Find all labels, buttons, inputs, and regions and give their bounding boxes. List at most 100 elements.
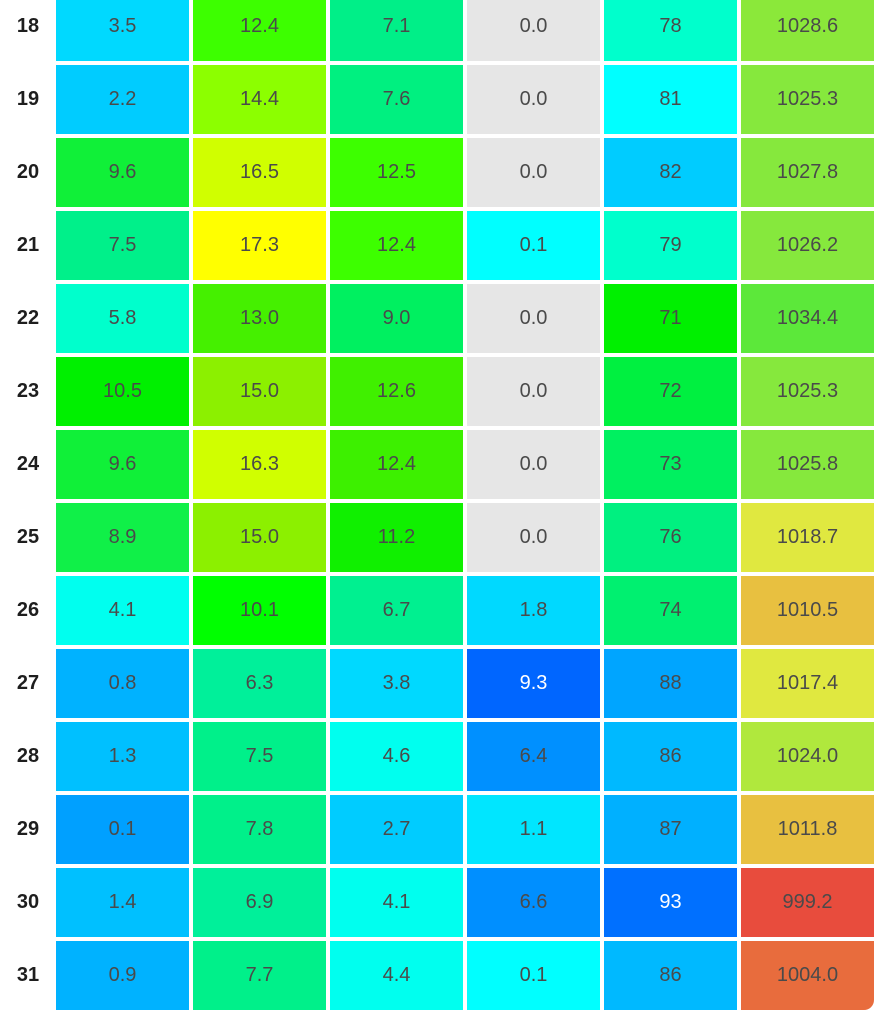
table-cell: 2.7 xyxy=(330,795,463,864)
table-cell: 9.0 xyxy=(330,284,463,353)
table-cell: 0.0 xyxy=(467,65,600,134)
table-row: 22 5.8 13.0 9.0 0.0 71 1034.4 xyxy=(0,284,888,357)
table-cell: 6.6 xyxy=(467,868,600,937)
table-cell: 7.8 xyxy=(193,795,326,864)
table-row: 19 2.2 14.4 7.6 0.0 81 1025.3 xyxy=(0,65,888,138)
table-cell: 72 xyxy=(604,357,737,426)
table-row: 30 1.4 6.9 4.1 6.6 93 999.2 xyxy=(0,868,888,941)
table-cell: 1.8 xyxy=(467,576,600,645)
table-cell: 10.5 xyxy=(56,357,189,426)
table-cell: 7.5 xyxy=(56,211,189,280)
table-cell: 86 xyxy=(604,722,737,791)
table-row: 23 10.5 15.0 12.6 0.0 72 1025.3 xyxy=(0,357,888,430)
table-cell: 81 xyxy=(604,65,737,134)
table-cell: 1034.4 xyxy=(741,284,874,353)
table-cell: 7.7 xyxy=(193,941,326,1010)
table-cell: 0.0 xyxy=(467,430,600,499)
table-cell: 1024.0 xyxy=(741,722,874,791)
table-cell: 3.5 xyxy=(56,0,189,61)
table-cell: 9.6 xyxy=(56,430,189,499)
table-row: 20 9.6 16.5 12.5 0.0 82 1027.8 xyxy=(0,138,888,211)
table-cell: 3.8 xyxy=(330,649,463,718)
table-cell: 12.4 xyxy=(330,211,463,280)
table-cell: 7.5 xyxy=(193,722,326,791)
row-day-label: 20 xyxy=(16,161,40,183)
table-row: 28 1.3 7.5 4.6 6.4 86 1024.0 xyxy=(0,722,888,795)
table-cell: 2.2 xyxy=(56,65,189,134)
table-cell: 1025.3 xyxy=(741,357,874,426)
table-cell: 17.3 xyxy=(193,211,326,280)
table-cell: 14.4 xyxy=(193,65,326,134)
table-cell: 93 xyxy=(604,868,737,937)
table-row: 21 7.5 17.3 12.4 0.1 79 1026.2 xyxy=(0,211,888,284)
table-cell: 8.9 xyxy=(56,503,189,572)
table-cell: 0.8 xyxy=(56,649,189,718)
table-cell: 0.1 xyxy=(467,211,600,280)
table-cell: 7.1 xyxy=(330,0,463,61)
table-cell: 16.5 xyxy=(193,138,326,207)
table-cell: 5.8 xyxy=(56,284,189,353)
row-day-label: 18 xyxy=(16,15,40,37)
table-cell: 71 xyxy=(604,284,737,353)
table-cell: 79 xyxy=(604,211,737,280)
table-cell: 82 xyxy=(604,138,737,207)
table-row: 26 4.1 10.1 6.7 1.8 74 1010.5 xyxy=(0,576,888,649)
table-cell: 1011.8 xyxy=(741,795,874,864)
table-cell: 88 xyxy=(604,649,737,718)
table-cell: 16.3 xyxy=(193,430,326,499)
row-day-label: 29 xyxy=(16,818,40,840)
table-cell: 999.2 xyxy=(741,868,874,937)
table-cell: 9.3 xyxy=(467,649,600,718)
table-cell: 12.4 xyxy=(330,430,463,499)
table-cell: 1018.7 xyxy=(741,503,874,572)
table-cell: 1004.0 xyxy=(741,941,874,1010)
table-cell: 0.0 xyxy=(467,503,600,572)
table-cell: 0.0 xyxy=(467,138,600,207)
table-cell: 1.1 xyxy=(467,795,600,864)
row-day-label: 25 xyxy=(16,526,40,548)
table-cell: 0.0 xyxy=(467,357,600,426)
table-cell: 10.1 xyxy=(193,576,326,645)
table-cell: 1028.6 xyxy=(741,0,874,61)
table-cell: 13.0 xyxy=(193,284,326,353)
table-cell: 12.4 xyxy=(193,0,326,61)
table-cell: 86 xyxy=(604,941,737,1010)
table-cell: 1017.4 xyxy=(741,649,874,718)
table-cell: 7.6 xyxy=(330,65,463,134)
row-day-label: 24 xyxy=(16,453,40,475)
table-cell: 6.7 xyxy=(330,576,463,645)
table-cell: 6.4 xyxy=(467,722,600,791)
row-day-label: 21 xyxy=(16,234,40,256)
table-cell: 1026.2 xyxy=(741,211,874,280)
table-cell: 4.6 xyxy=(330,722,463,791)
row-day-label: 27 xyxy=(16,672,40,694)
table-cell: 76 xyxy=(604,503,737,572)
table-row: 31 0.9 7.7 4.4 0.1 86 1004.0 xyxy=(0,941,888,1014)
row-day-label: 28 xyxy=(16,745,40,767)
table-cell: 0.1 xyxy=(467,941,600,1010)
table-row: 24 9.6 16.3 12.4 0.0 73 1025.8 xyxy=(0,430,888,503)
table-cell: 0.0 xyxy=(467,284,600,353)
table-cell: 6.3 xyxy=(193,649,326,718)
row-day-label: 30 xyxy=(16,891,40,913)
table-cell: 9.6 xyxy=(56,138,189,207)
table-cell: 1025.8 xyxy=(741,430,874,499)
table-cell: 1.3 xyxy=(56,722,189,791)
table-cell: 0.9 xyxy=(56,941,189,1010)
table-cell: 1010.5 xyxy=(741,576,874,645)
table-cell: 4.1 xyxy=(56,576,189,645)
table-cell: 74 xyxy=(604,576,737,645)
table-cell: 12.6 xyxy=(330,357,463,426)
table-cell: 73 xyxy=(604,430,737,499)
table-cell: 15.0 xyxy=(193,503,326,572)
table-cell: 12.5 xyxy=(330,138,463,207)
table-cell: 0.0 xyxy=(467,0,600,61)
table-row: 18 3.5 12.4 7.1 0.0 78 1028.6 xyxy=(0,0,888,65)
table-cell: 78 xyxy=(604,0,737,61)
row-day-label: 23 xyxy=(16,380,40,402)
table-cell: 4.4 xyxy=(330,941,463,1010)
row-day-label: 19 xyxy=(16,88,40,110)
row-day-label: 22 xyxy=(16,307,40,329)
table-cell: 1027.8 xyxy=(741,138,874,207)
